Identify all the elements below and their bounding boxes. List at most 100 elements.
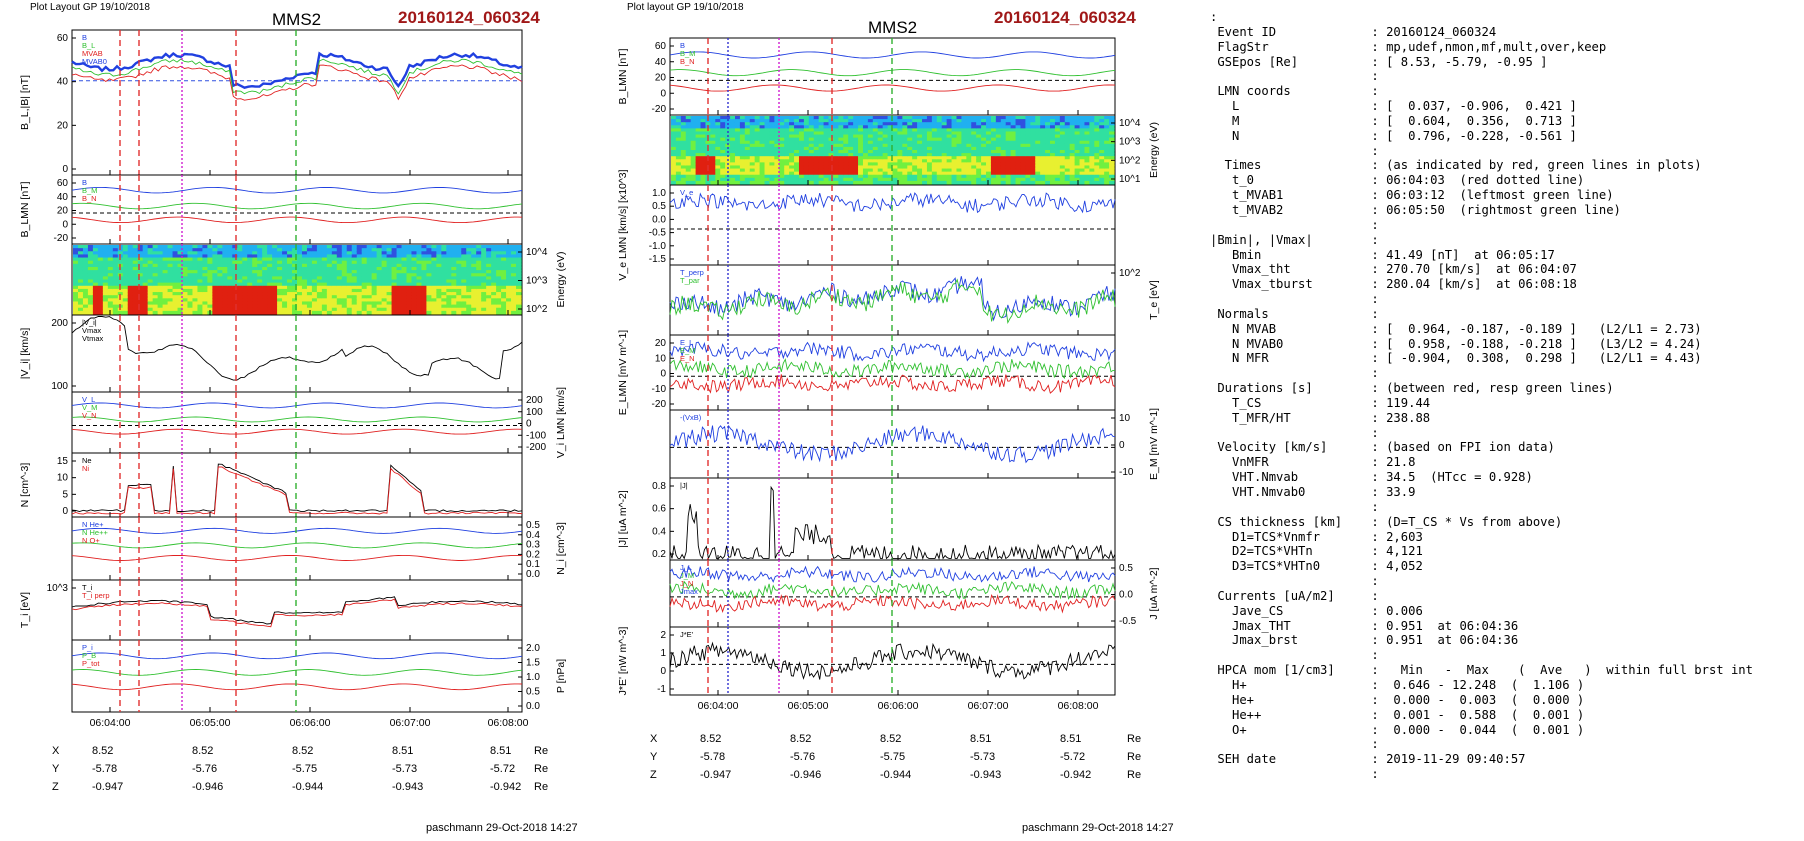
legend-label: V_M bbox=[82, 403, 97, 412]
y-tick-label: 0 bbox=[660, 666, 666, 677]
y-axis-label: B_LMN [nT] bbox=[19, 181, 31, 237]
figure1-spacecraft-title: MMS2 bbox=[272, 10, 322, 29]
y-tick-label: 0 bbox=[62, 506, 68, 517]
panel-ispec: 10^4 10^3 10^2 Energy (eV) bbox=[71, 243, 567, 316]
coord-value: -5.72 bbox=[1060, 751, 1086, 763]
legend-label: J_L bbox=[680, 563, 692, 572]
summary-line: : bbox=[1210, 737, 1379, 752]
coord-label: Z bbox=[650, 769, 657, 781]
y-tick-label: 0.0 bbox=[652, 214, 666, 225]
y-tick-label: 40 bbox=[57, 192, 69, 203]
legend-label: N He+ bbox=[82, 520, 104, 529]
y-tick-label-right: 10^3 bbox=[526, 276, 548, 287]
coord-unit: Re bbox=[534, 745, 549, 757]
y-axis-label: V_e LMN [km/s] [x10^3] bbox=[617, 169, 629, 280]
summary-line: t_0 : 06:04:03 (red dotted line) bbox=[1210, 173, 1585, 188]
time-tick-label: 06:04:00 bbox=[90, 717, 131, 729]
summary-line: He+ : 0.000 - 0.003 ( 0.000 ) bbox=[1210, 692, 1585, 707]
summary-line: Currents [uA/m2] : bbox=[1210, 588, 1379, 603]
y-tick-label: 40 bbox=[655, 57, 667, 68]
coord-value: -0.946 bbox=[192, 781, 224, 793]
figure2-event-id: 20160124_060324 bbox=[994, 8, 1136, 27]
y-tick-label-right: 10^4 bbox=[526, 247, 548, 258]
y-tick-label: 0.8 bbox=[652, 481, 666, 492]
summary-line: Jmax_THT : 0.951 at 06:04:36 bbox=[1210, 618, 1519, 633]
legend-label: MVAB bbox=[82, 49, 103, 58]
y-tick-label: 5 bbox=[62, 489, 68, 500]
y-tick-label: 0 bbox=[660, 369, 666, 380]
legend-label: B_N bbox=[82, 194, 97, 203]
y-tick-label: 0.5 bbox=[652, 201, 666, 212]
summary-line: D2=TCS*VHTn : 4,121 bbox=[1210, 544, 1423, 559]
summary-line: Vmax_tht : 270.70 [km/s] at 06:04:07 bbox=[1210, 262, 1577, 277]
coord-label: X bbox=[52, 745, 60, 757]
coord-value: -5.73 bbox=[970, 751, 996, 763]
summary-line: GSEpos [Re] : [ 8.53, -5.79, -0.95 ] bbox=[1210, 54, 1548, 69]
y-tick-label: 200 bbox=[51, 318, 68, 329]
coord-value: -5.75 bbox=[880, 751, 906, 763]
legend-label: -(VxB) bbox=[680, 413, 702, 422]
y-tick-label-right: 200 bbox=[526, 395, 543, 406]
coord-value: -5.76 bbox=[790, 751, 816, 763]
legend-label: V_N bbox=[82, 411, 97, 420]
y-tick-label: 0.6 bbox=[652, 504, 666, 515]
coord-value: 8.52 bbox=[192, 745, 214, 757]
coord-value: -0.947 bbox=[700, 769, 732, 781]
y-tick-label-right: 10^2 bbox=[526, 304, 548, 315]
coord-label: Z bbox=[52, 781, 59, 793]
coord-value: -0.944 bbox=[880, 769, 912, 781]
y-axis-label-right: E_M [mV m^-1] bbox=[1148, 408, 1160, 480]
coord-value: -5.73 bbox=[392, 763, 418, 775]
coord-value: 8.52 bbox=[292, 745, 314, 757]
y-axis-label: T_i [eV] bbox=[19, 592, 31, 628]
coord-unit: Re bbox=[1127, 769, 1142, 781]
coord-label: Y bbox=[52, 763, 60, 775]
y-tick-label-right: 0.0 bbox=[526, 569, 540, 580]
summary-line: VHT.Nmvab0 : 33.9 bbox=[1210, 485, 1416, 499]
y-tick-label: 1.0 bbox=[652, 188, 666, 199]
y-axis-label: B_L,|B| [nT] bbox=[19, 75, 31, 130]
legend-label: N He++ bbox=[82, 528, 108, 537]
coord-unit: Re bbox=[534, 763, 549, 775]
figure2-footer: paschmann 29-Oct-2018 14:27 bbox=[1022, 822, 1174, 834]
time-tick-label: 06:05:00 bbox=[788, 700, 829, 712]
legend-label: J*E' bbox=[680, 630, 694, 639]
y-tick-label-right: 1.0 bbox=[526, 672, 540, 683]
y-axis-label: |V_i| [km/s] bbox=[19, 328, 31, 380]
summary-line: : bbox=[1210, 292, 1379, 307]
y-tick-label-right: 100 bbox=[526, 407, 543, 418]
y-tick-label-right: 10^3 bbox=[1119, 137, 1141, 148]
y-tick-label-right: 0.5 bbox=[526, 520, 540, 531]
panel-em: -(VxB) 10 0 -10 E_M [mV m^-1] bbox=[669, 408, 1160, 480]
y-tick-label: 20 bbox=[655, 73, 667, 84]
summary-line: |Bmin|, |Vmax| : bbox=[1210, 232, 1379, 247]
legend-label: T_i perp bbox=[82, 591, 110, 600]
legend-label: V_L bbox=[82, 395, 95, 404]
summary-line: LMN coords : bbox=[1210, 84, 1379, 99]
legend-label: MVAB0 bbox=[82, 57, 107, 66]
time-tick-label: 06:04:00 bbox=[698, 700, 739, 712]
y-tick-label-right: 0 bbox=[1119, 440, 1125, 451]
y-tick-label: 20 bbox=[57, 206, 69, 217]
panel-hpca: N He+N He++N O+ 0.50.40.30.20.10.0 N_i [cm… bbox=[71, 516, 567, 581]
y-tick-label: 10 bbox=[655, 353, 667, 364]
y-tick-label-right: 0.4 bbox=[526, 530, 540, 541]
y-tick-label: 2 bbox=[660, 630, 666, 641]
panel-ve: V_e 1.0 0.5 0.0 -0.5 -1.0 -1.5 V_e LMN [km/s] [… bbox=[617, 169, 1116, 281]
y-axis-label: J*E' [nW m^-3] bbox=[617, 627, 629, 696]
coord-value: -0.942 bbox=[1060, 769, 1092, 781]
legend-label: N O+ bbox=[82, 536, 100, 545]
y-axis-label-right: V_i LMN [km/s] bbox=[555, 387, 567, 458]
summary-line: FlagStr : mp,udef,nmon,mf,mult,over,keep bbox=[1210, 39, 1607, 54]
legend-label: J_M bbox=[680, 571, 694, 580]
legend-label: Jmax bbox=[680, 587, 698, 596]
y-tick-label-right: 10^1 bbox=[1119, 174, 1141, 185]
event-summary-text: : Event ID : 20160124_060324 FlagStr : m… bbox=[1210, 10, 1753, 782]
legend-label: B bbox=[82, 33, 87, 42]
coord-value: -5.76 bbox=[192, 763, 218, 775]
summary-line: L : [ 0.037, -0.906, 0.421 ] bbox=[1210, 99, 1577, 114]
panel-je: J*E' 2 1 0 -1 J*E' [nW m^-3] bbox=[617, 626, 1116, 696]
summary-line: VHT.Nmvab : 34.5 (HTcc = 0.928) bbox=[1210, 470, 1533, 485]
